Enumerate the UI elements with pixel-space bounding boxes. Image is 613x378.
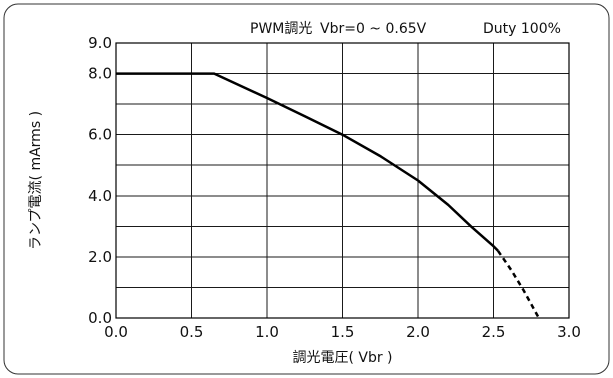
x-tick-label: 1.5 (331, 323, 355, 341)
header: PWM調光 Vbr=0 ~ 0.65V Duty 100% (250, 21, 561, 37)
x-tick-label: 0.5 (180, 323, 204, 341)
x-axis-ticks: 0.0 0.5 1.0 1.5 2.0 2.5 3.0 (104, 323, 581, 341)
y-tick-label: 4.0 (88, 187, 112, 205)
outer-border (3, 3, 610, 375)
x-tick-label: 1.0 (255, 323, 279, 341)
y-axis-label: ランプ電流( mArms ) (28, 111, 44, 250)
x-axis-label: 調光電圧( Vbr ) (292, 350, 392, 366)
header-condition: Vbr=0 ~ 0.65V (320, 21, 427, 37)
x-tick-label: 2.0 (406, 323, 430, 341)
current-curve-extrapolated (496, 250, 540, 319)
header-title: PWM調光 (250, 21, 312, 37)
y-tick-label: 6.0 (88, 126, 112, 144)
grid (115, 42, 570, 318)
y-tick-label: 8.0 (88, 65, 112, 83)
y-axis-ticks: 0.0 2.0 4.0 6.0 8.0 9.0 (88, 34, 112, 327)
plot-area (115, 42, 570, 319)
x-tick-label: 2.5 (482, 323, 506, 341)
current-curve (116, 72, 499, 252)
x-tick-label: 0.0 (104, 323, 128, 341)
y-tick-label: 0.0 (88, 309, 112, 327)
y-tick-label: 9.0 (88, 34, 112, 52)
header-duty: Duty 100% (483, 21, 561, 37)
x-tick-label: 3.0 (557, 323, 581, 341)
series (116, 72, 540, 319)
y-tick-label: 2.0 (88, 248, 112, 266)
